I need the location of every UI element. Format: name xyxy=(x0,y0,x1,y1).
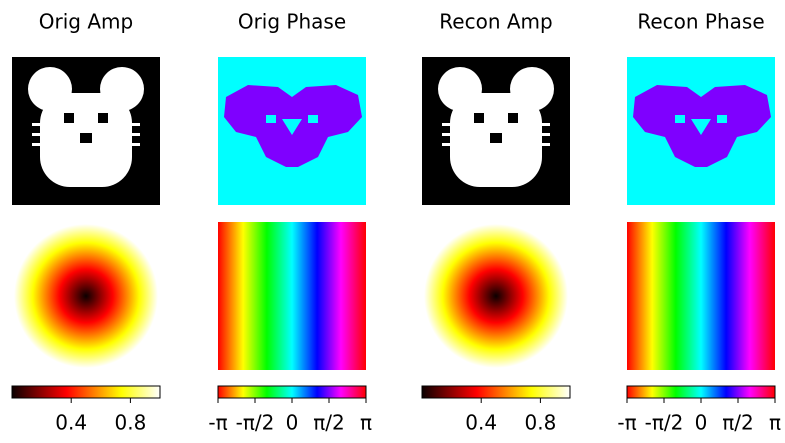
colorbar-tick-label: 0 xyxy=(286,411,299,435)
colorbar-tick-label: π/2 xyxy=(313,411,345,435)
panel-title: Recon Amp xyxy=(439,10,552,34)
panel-title: Orig Amp xyxy=(39,10,133,34)
figure: Orig Amp 0.4 0.8 Orig Phase -π -π/2 0 π/2 π Recon… xyxy=(0,0,785,439)
phase-ramp xyxy=(218,222,366,370)
colorbar-tick-label: 0.4 xyxy=(465,411,497,435)
amplitude-image xyxy=(422,57,570,205)
colorbar-tick-label: -π xyxy=(208,411,227,435)
colorbar-tick-label: -π/2 xyxy=(236,411,275,435)
colorbar-tick-label: -π xyxy=(617,411,636,435)
amp-disk xyxy=(14,224,158,368)
phase-image xyxy=(218,57,366,205)
amplitude-image xyxy=(12,57,160,205)
colorbar-tick-label: π xyxy=(769,411,781,435)
colorbar-tick-label: π xyxy=(360,411,372,435)
colorbar xyxy=(218,386,366,398)
amp-disk xyxy=(424,224,568,368)
colorbar-tick-label: 0 xyxy=(695,411,708,435)
phase-ramp xyxy=(627,222,775,370)
colorbar-tick-label: 0.8 xyxy=(114,411,146,435)
panel-title: Orig Phase xyxy=(238,10,346,34)
colorbar-tick-label: 0.8 xyxy=(524,411,556,435)
colorbar xyxy=(627,386,775,398)
phase-image xyxy=(627,57,775,205)
colorbar-tick-label: -π/2 xyxy=(645,411,684,435)
colorbar-tick-label: π/2 xyxy=(722,411,754,435)
colorbar xyxy=(12,386,160,398)
colorbar-tick-label: 0.4 xyxy=(55,411,87,435)
colorbar xyxy=(422,386,570,398)
panel-title: Recon Phase xyxy=(637,10,764,34)
